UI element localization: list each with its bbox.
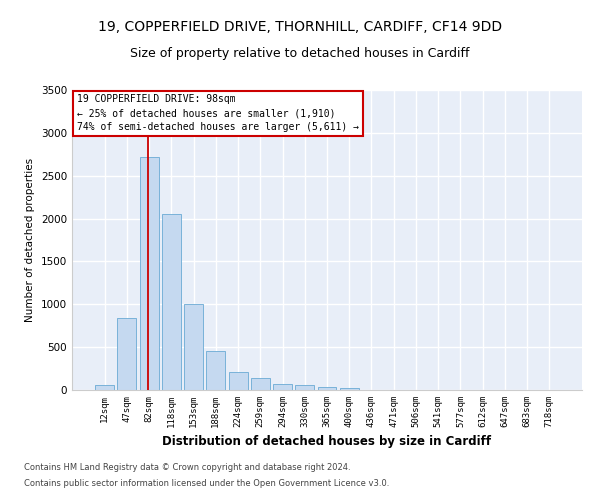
Text: Contains public sector information licensed under the Open Government Licence v3: Contains public sector information licen… — [24, 478, 389, 488]
X-axis label: Distribution of detached houses by size in Cardiff: Distribution of detached houses by size … — [163, 436, 491, 448]
Y-axis label: Number of detached properties: Number of detached properties — [25, 158, 35, 322]
Text: Size of property relative to detached houses in Cardiff: Size of property relative to detached ho… — [130, 48, 470, 60]
Bar — [229, 372, 248, 390]
Bar — [206, 352, 225, 390]
Bar — [295, 385, 314, 390]
Bar — [184, 304, 203, 390]
Bar — [317, 388, 337, 390]
Text: Contains HM Land Registry data © Crown copyright and database right 2024.: Contains HM Land Registry data © Crown c… — [24, 464, 350, 472]
Bar — [140, 157, 158, 390]
Bar — [162, 214, 181, 390]
Bar — [340, 388, 359, 390]
Bar — [118, 318, 136, 390]
Bar — [251, 378, 270, 390]
Text: 19, COPPERFIELD DRIVE, THORNHILL, CARDIFF, CF14 9DD: 19, COPPERFIELD DRIVE, THORNHILL, CARDIF… — [98, 20, 502, 34]
Bar — [95, 385, 114, 390]
Text: 19 COPPERFIELD DRIVE: 98sqm
← 25% of detached houses are smaller (1,910)
74% of : 19 COPPERFIELD DRIVE: 98sqm ← 25% of det… — [77, 94, 359, 132]
Bar — [273, 384, 292, 390]
